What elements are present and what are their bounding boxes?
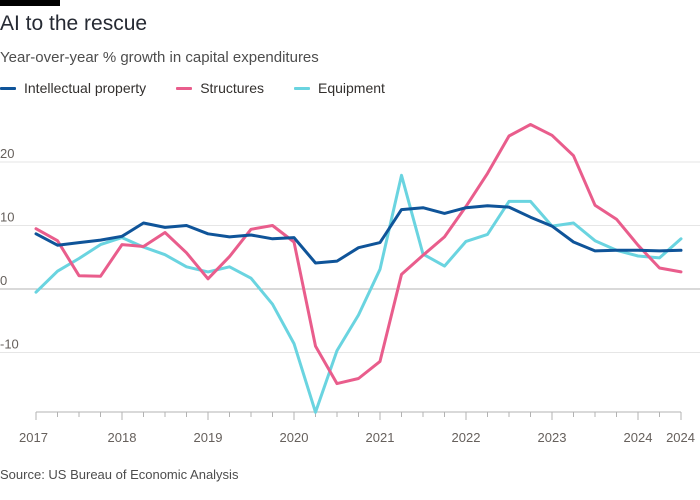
x-tick-label: 2018 xyxy=(108,430,137,445)
chart-title: AI to the rescue xyxy=(0,12,148,35)
x-tick-label: 2017 xyxy=(19,430,48,445)
x-tick-label: 2023 xyxy=(538,430,567,445)
y-tick-label: 10 xyxy=(0,210,14,225)
legend-swatch xyxy=(0,86,16,90)
chart-subtitle: Year-over-year % growth in capital expen… xyxy=(0,49,319,66)
legend-swatch xyxy=(176,86,193,90)
legend-label: Structures xyxy=(200,80,264,96)
legend-label: Intellectual property xyxy=(24,80,147,96)
legend-item-equipment: Equipment xyxy=(294,80,385,96)
x-tick-label: 2021 xyxy=(366,430,395,445)
x-tick-label: 2020 xyxy=(280,430,309,445)
legend-label: Equipment xyxy=(318,80,385,96)
series-line-structures xyxy=(34,123,683,386)
legend-item-intellectual-property: Intellectual property xyxy=(0,80,146,96)
y-tick-label: -10 xyxy=(0,337,19,352)
brand-bar xyxy=(0,0,60,6)
legend: Intellectual property Structures Equipme… xyxy=(0,80,415,96)
series-line-intellectual-property xyxy=(34,204,683,265)
x-tick-label: 2022 xyxy=(452,430,481,445)
x-tick-label: 2019 xyxy=(194,430,223,445)
source-note: Source: US Bureau of Economic Analysis xyxy=(0,467,239,482)
legend-swatch xyxy=(294,86,310,90)
x-tick-label: 2024 xyxy=(666,430,695,445)
y-tick-label: 20 xyxy=(0,146,14,161)
x-tick-label: 2024 xyxy=(624,430,653,445)
y-tick-label: 0 xyxy=(0,273,7,288)
legend-item-structures: Structures xyxy=(176,80,264,96)
